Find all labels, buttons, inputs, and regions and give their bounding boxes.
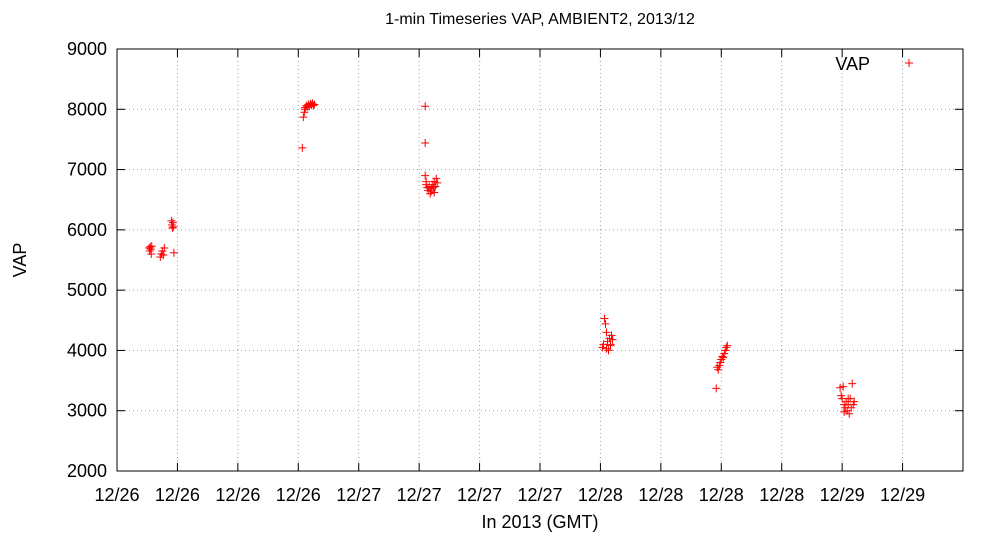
legend-marker-glyph [905, 59, 913, 67]
y-tick-label: 2000 [67, 461, 107, 481]
data-point [160, 243, 169, 252]
data-point [722, 343, 731, 352]
grid-lines [117, 49, 963, 471]
x-tick-labels: 12/26 12/26 12/26 12/26 12/27 12/27 12/27 12/27… [94, 485, 925, 505]
data-point [608, 335, 617, 344]
data-point [599, 340, 608, 349]
data-point [845, 409, 854, 418]
data-point [431, 182, 440, 191]
data-point [844, 394, 853, 403]
y-tick-label: 9000 [67, 39, 107, 59]
y-tick-label: 5000 [67, 280, 107, 300]
data-point [309, 101, 318, 110]
x-tick-label: 12/27 [336, 485, 381, 505]
y-axis-label: VAP [10, 243, 30, 278]
data-point [159, 251, 168, 260]
data-point [167, 216, 176, 225]
chart-title: 1-min Timeseries VAP, AMBIENT2, 2013/12 [385, 11, 695, 28]
y-tick-label: 6000 [67, 220, 107, 240]
x-tick-label: 12/28 [578, 485, 623, 505]
x-axis-label: In 2013 (GMT) [481, 512, 598, 532]
x-tick-label: 12/26 [155, 485, 200, 505]
data-point [147, 242, 156, 251]
data-point [168, 224, 177, 233]
data-point [299, 113, 308, 122]
data-point [840, 407, 849, 416]
y-tick-label: 4000 [67, 340, 107, 360]
x-tick-label: 12/26 [215, 485, 260, 505]
data-point [604, 346, 613, 355]
data-point [429, 183, 438, 192]
data-point [839, 382, 848, 391]
data-point [848, 379, 857, 388]
data-point [168, 218, 177, 227]
data-point [310, 100, 319, 109]
x-tick-label: 12/27 [397, 485, 442, 505]
y-tick-label: 3000 [67, 401, 107, 421]
legend-marker [905, 59, 913, 67]
data-point [723, 341, 732, 350]
data-point [421, 102, 430, 111]
data-point [147, 249, 156, 258]
plot-frame [116, 48, 964, 472]
data-point [421, 171, 430, 180]
data-point [430, 188, 439, 197]
x-tick-label: 12/26 [276, 485, 321, 505]
x-tick-label: 12/29 [820, 485, 865, 505]
data-point [712, 384, 721, 393]
x-tick-label: 12/29 [880, 485, 925, 505]
data-point [607, 331, 616, 340]
data-points [145, 99, 859, 418]
tick-marks [116, 48, 963, 472]
y-tick-label: 7000 [67, 160, 107, 180]
x-tick-label: 12/26 [94, 485, 139, 505]
data-point [602, 344, 611, 353]
data-point [601, 319, 610, 328]
data-point [850, 397, 859, 406]
legend-label: VAP [835, 54, 870, 74]
data-point [169, 222, 178, 231]
x-tick-label: 12/27 [517, 485, 562, 505]
data-point [169, 248, 178, 257]
data-point [298, 143, 307, 152]
data-point [602, 328, 611, 337]
x-tick-label: 12/28 [638, 485, 683, 505]
data-point [433, 178, 442, 187]
y-tick-labels: 2000 3000 4000 5000 6000 7000 8000 9000 [67, 39, 107, 481]
data-point [432, 174, 441, 183]
x-tick-label: 12/27 [457, 485, 502, 505]
data-point [421, 139, 430, 148]
y-tick-label: 8000 [67, 99, 107, 119]
x-tick-label: 12/28 [759, 485, 804, 505]
data-point [606, 341, 615, 350]
data-point [714, 365, 723, 374]
data-point [719, 353, 728, 362]
data-point [600, 314, 609, 323]
x-tick-label: 12/28 [699, 485, 744, 505]
legend: VAP [835, 54, 913, 74]
